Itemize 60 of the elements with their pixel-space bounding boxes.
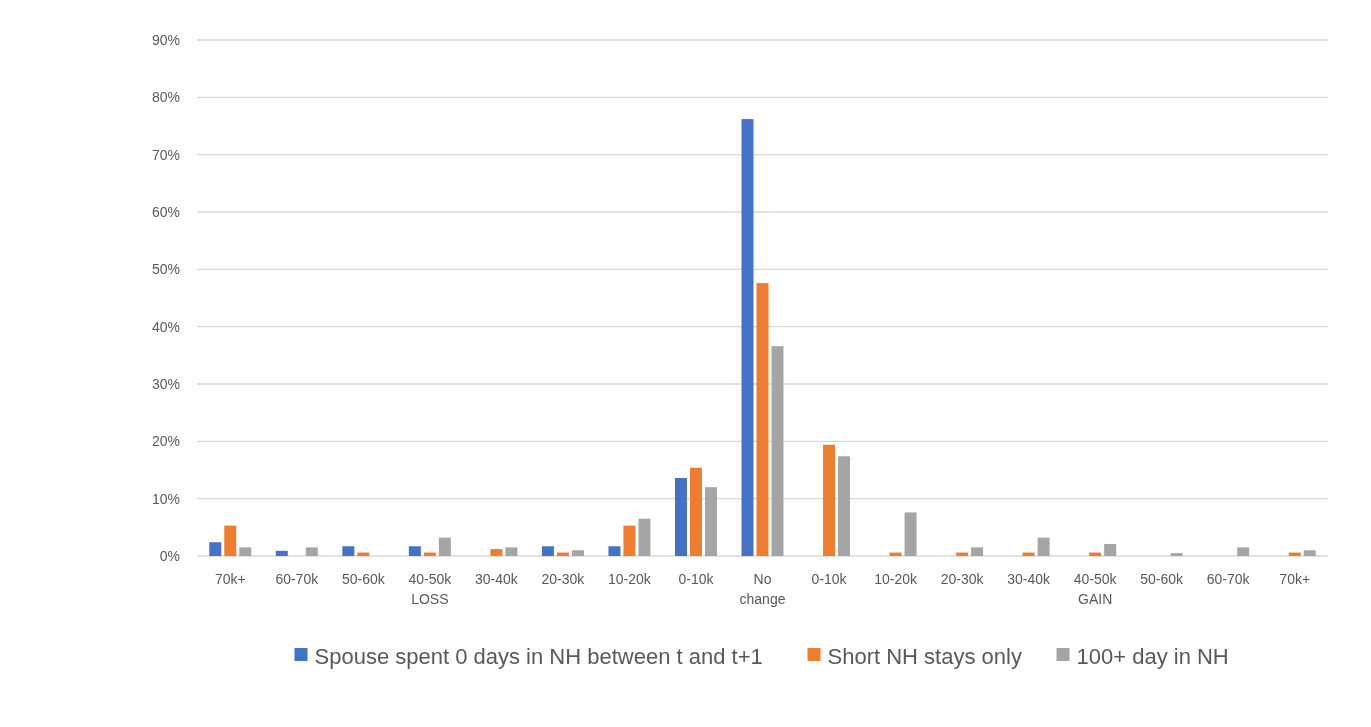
bar (1303, 550, 1316, 556)
x-tick-label: 60-70k (1206, 571, 1251, 587)
bar (638, 518, 651, 556)
bar (408, 546, 421, 556)
y-tick-label: 50% (151, 261, 180, 278)
x-tick-label: 0-10k (811, 571, 848, 587)
bar (209, 542, 222, 556)
x-tick-label: 30-40k (1007, 571, 1052, 587)
bar (541, 546, 554, 556)
y-tick-label: 30% (151, 375, 180, 392)
y-tick-label: 0% (159, 547, 180, 564)
legend-label: Spouse spent 0 days in NH between t and t+1 (314, 643, 763, 669)
bar (674, 478, 687, 556)
bar (571, 550, 584, 556)
x-tick-label: 40-50k LOSS (408, 571, 453, 607)
bar (838, 456, 851, 556)
y-tick-label: 70% (151, 146, 180, 163)
legend-label: 100+ day in NH (1076, 643, 1229, 669)
x-tick-label: 30-40k (474, 571, 519, 587)
bar (342, 546, 355, 556)
y-tick-label: 60% (151, 203, 180, 220)
bar (490, 549, 503, 556)
x-tick-label: 70k+ (1279, 571, 1311, 587)
x-tick-label: 10-20k (874, 571, 918, 587)
bar (756, 283, 769, 556)
y-tick-label: 90% (151, 31, 180, 48)
x-tick-label: 60-70k (275, 571, 320, 587)
x-tick-label: No change (739, 571, 786, 607)
bar (771, 346, 784, 556)
x-tick-label: 40-50k GAIN (1073, 571, 1118, 607)
bar (305, 547, 318, 556)
bar (505, 547, 518, 556)
bar (1170, 553, 1183, 556)
x-tick-label: 0-10k (678, 571, 715, 587)
y-tick-label: 80% (151, 89, 180, 106)
x-tick-label: 10-20k (608, 571, 652, 587)
bar (1237, 547, 1250, 556)
bar (1104, 543, 1117, 556)
y-tick-label: 40% (151, 318, 180, 335)
x-tick-label: 70k+ (214, 571, 246, 587)
x-tick-label: 50-60k (341, 571, 386, 587)
bar (275, 550, 288, 556)
bar (1037, 537, 1050, 556)
bar (971, 547, 984, 556)
bar (623, 525, 636, 556)
bar (224, 525, 237, 556)
y-tick-label: 10% (151, 490, 180, 507)
bar (689, 467, 702, 556)
bar (741, 119, 754, 556)
bar (823, 444, 836, 556)
bar (704, 487, 717, 556)
x-tick-label: 20-30k (541, 571, 586, 587)
bar (904, 512, 917, 556)
x-tick-label: 20-30k (940, 571, 985, 587)
y-tick-label: 20% (151, 433, 180, 450)
bar (438, 537, 451, 556)
legend-label: Short NH stays only (827, 643, 1022, 669)
bar (239, 547, 252, 556)
x-tick-label: 50-60k (1140, 571, 1185, 587)
bar (608, 546, 621, 556)
